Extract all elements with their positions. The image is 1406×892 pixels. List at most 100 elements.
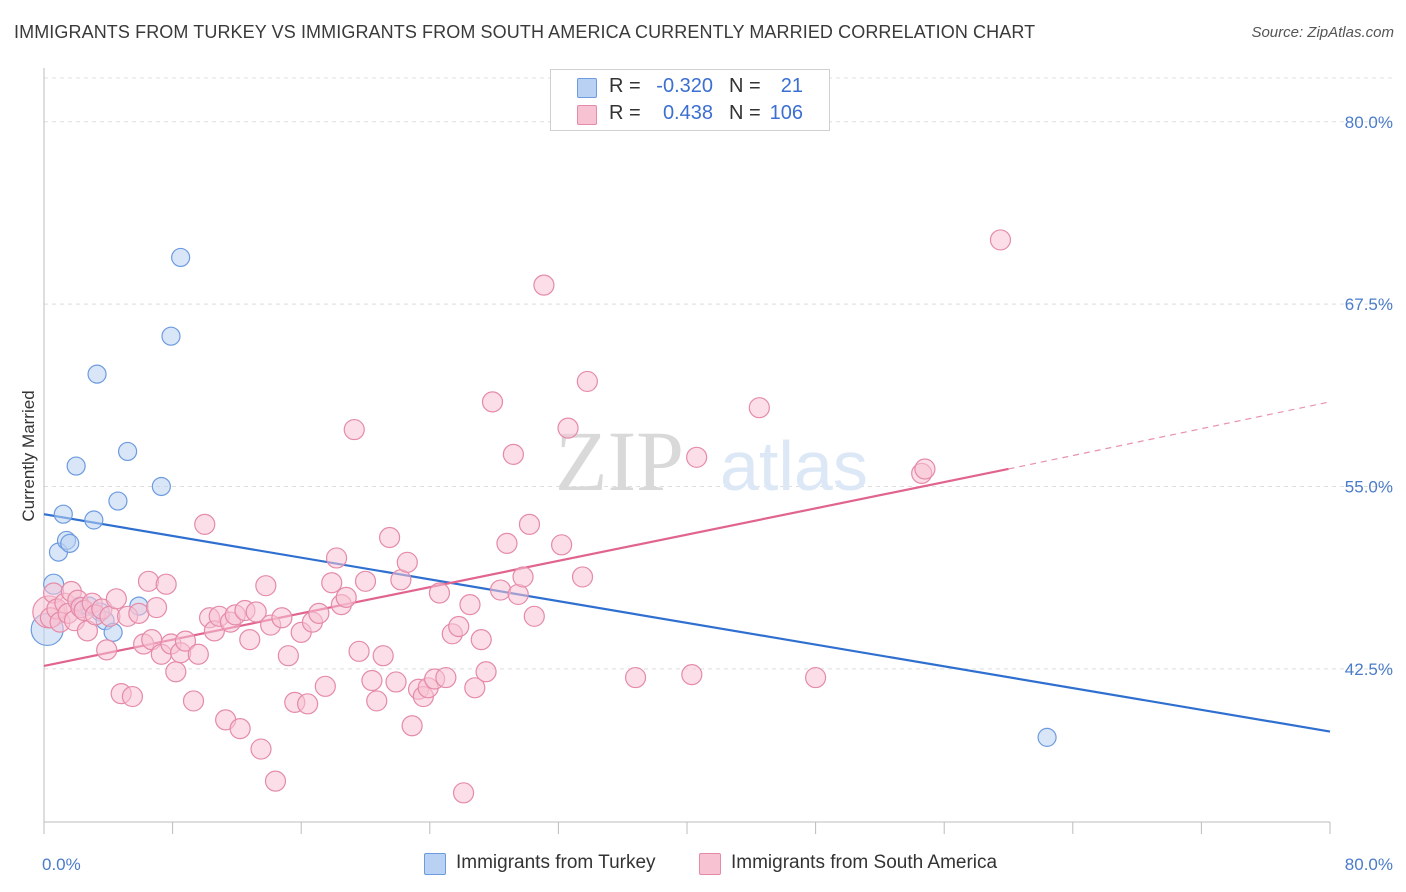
point-south-america <box>372 645 394 667</box>
y-tick-label: 80.0% <box>1345 113 1393 132</box>
bottom-legend-label: Immigrants from South America <box>731 852 998 873</box>
point-south-america <box>321 572 343 594</box>
point-south-america <box>255 575 277 597</box>
point-south-america <box>182 690 205 712</box>
source-label: Source: ZipAtlas.com <box>1251 24 1394 41</box>
point-south-america <box>459 594 481 616</box>
legend-row-south-america: R = 0.438 N = 106 <box>551 102 829 128</box>
legend-swatch-turkey <box>577 78 597 98</box>
watermark-atlas: atlas <box>720 427 868 505</box>
legend-n-label: N = <box>729 75 761 97</box>
point-south-america <box>277 645 299 667</box>
point-south-america <box>523 605 545 627</box>
point-south-america <box>624 666 647 689</box>
point-turkey <box>108 491 128 511</box>
point-south-america <box>121 685 144 708</box>
point-south-america <box>551 534 573 556</box>
point-turkey <box>151 476 171 497</box>
point-south-america <box>464 677 486 699</box>
point-south-america <box>481 391 504 413</box>
point-south-america <box>518 513 541 536</box>
legend-n-value: 106 <box>769 102 803 124</box>
legend-r-label: R = <box>609 102 641 124</box>
point-turkey <box>87 364 107 384</box>
y-tick-label: 67.5% <box>1345 295 1393 314</box>
point-south-america <box>194 513 216 536</box>
point-south-america <box>396 551 418 573</box>
point-turkey <box>60 533 80 553</box>
legend-n-value: 21 <box>780 75 803 97</box>
point-south-america <box>137 570 160 592</box>
point-south-america <box>366 690 388 712</box>
point-turkey <box>171 247 191 268</box>
point-south-america <box>165 661 187 683</box>
point-south-america <box>681 664 703 686</box>
point-south-america <box>250 738 272 760</box>
point-south-america <box>748 397 770 419</box>
point-south-america <box>348 640 370 662</box>
watermark: ZIP atlas <box>555 413 868 509</box>
x-tick-label-max: 80.0% <box>1345 855 1393 874</box>
data-points <box>30 229 1057 804</box>
point-south-america <box>507 583 529 606</box>
point-south-america <box>448 615 470 638</box>
y-tick-label: 55.0% <box>1345 477 1393 496</box>
point-south-america <box>245 601 267 623</box>
point-south-america <box>496 532 518 554</box>
grid-lines <box>44 77 1395 670</box>
point-south-america <box>914 458 936 480</box>
point-south-america <box>239 629 261 651</box>
point-south-america <box>96 639 118 661</box>
point-south-america <box>804 666 827 689</box>
point-south-america <box>145 596 168 619</box>
point-south-america <box>314 675 336 697</box>
trend-line-turkey <box>43 513 1331 733</box>
point-turkey <box>66 456 86 476</box>
point-south-america <box>155 573 177 595</box>
point-south-america <box>489 579 512 601</box>
point-south-america <box>571 566 594 588</box>
point-south-america <box>229 718 251 740</box>
legend-r-value: -0.320 <box>656 75 713 97</box>
point-turkey <box>117 441 138 462</box>
point-south-america <box>452 782 475 804</box>
point-turkey <box>84 510 104 530</box>
point-south-america <box>989 229 1012 251</box>
point-south-america <box>128 602 150 624</box>
point-south-america <box>385 671 407 693</box>
point-south-america <box>475 661 497 683</box>
point-turkey <box>161 326 181 346</box>
point-south-america <box>297 693 319 715</box>
point-south-america <box>686 446 708 468</box>
point-south-america <box>264 770 287 792</box>
legend-row-turkey: R = -0.320 N = 21 <box>551 75 829 101</box>
point-south-america <box>271 607 293 629</box>
correlation-legend: R = -0.320 N = 21 R = 0.438 N = 106 <box>550 69 830 131</box>
bottom-legend-swatch-turkey <box>424 853 446 875</box>
point-south-america <box>105 588 127 610</box>
y-tick-label: 42.5% <box>1345 660 1393 679</box>
point-south-america <box>428 582 451 604</box>
point-south-america <box>343 418 365 441</box>
legend-n-label: N = <box>729 102 761 124</box>
point-south-america <box>557 417 579 439</box>
point-south-america <box>308 602 330 624</box>
point-turkey <box>1037 727 1057 747</box>
point-south-america <box>325 547 348 569</box>
point-turkey <box>53 504 73 524</box>
point-south-america <box>435 666 457 689</box>
point-south-america <box>470 629 492 651</box>
legend-r-label: R = <box>609 75 641 97</box>
y-axis-label: Currently Married <box>19 390 38 521</box>
legend-r-value: 0.438 <box>662 102 713 124</box>
chart-title: IMMIGRANTS FROM TURKEY VS IMMIGRANTS FRO… <box>14 22 1036 42</box>
point-south-america <box>187 643 209 665</box>
point-south-america <box>361 669 383 692</box>
point-south-america <box>354 570 377 592</box>
tick-labels: 42.5% 55.0% 67.5% 80.0% 0.0% 80.0% <box>42 113 1393 874</box>
x-tick-label-min: 0.0% <box>42 855 81 874</box>
legend-swatch-south-america <box>577 105 597 125</box>
bottom-legend-swatch-south-america <box>699 853 721 875</box>
axes <box>43 68 1331 834</box>
